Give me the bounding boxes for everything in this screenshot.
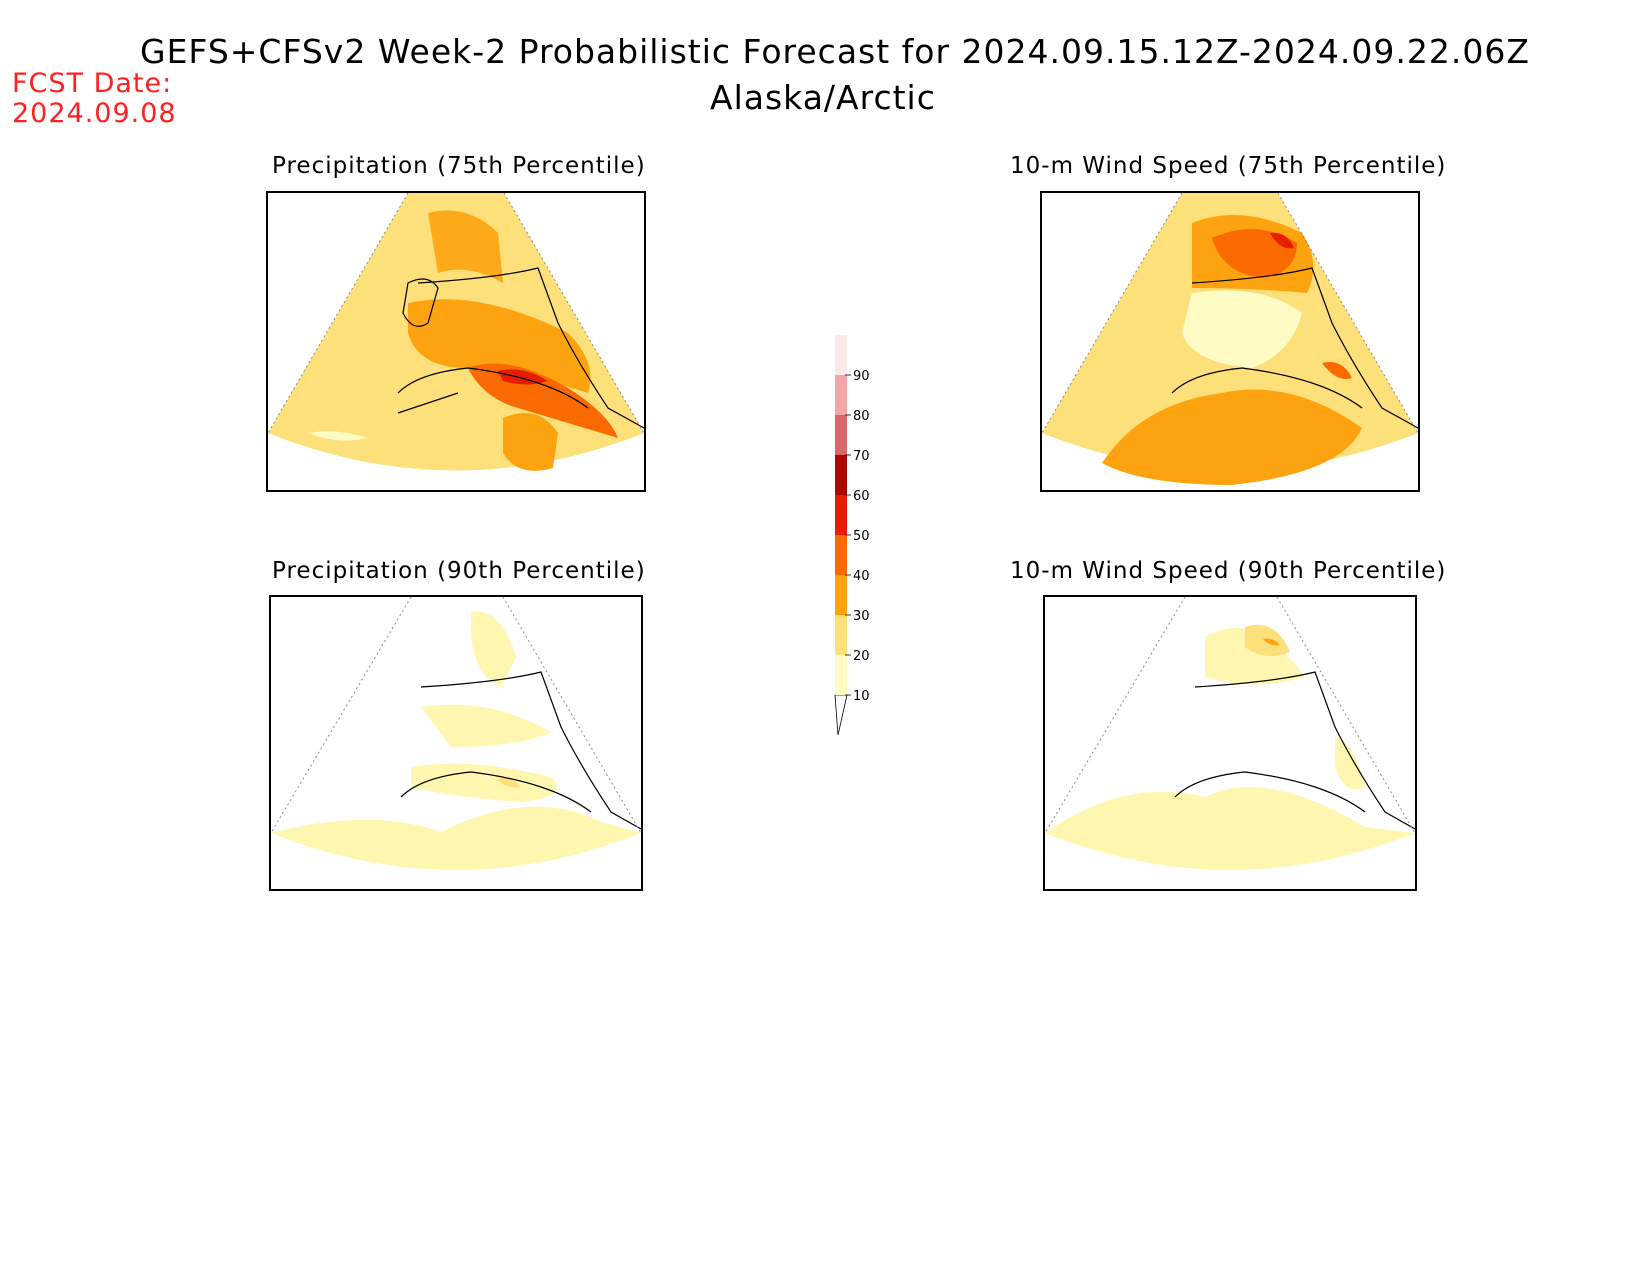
map-panel-precip90 (269, 595, 643, 891)
colorbar-swatch (835, 495, 847, 535)
prob-contour-50-60 (1270, 232, 1294, 249)
coastline (1171, 367, 1363, 409)
prob-contour-30-40 (1263, 638, 1280, 646)
colorbar-tick-label: 70 (853, 449, 870, 464)
fcst-date-label: FCST Date: (12, 68, 173, 99)
prob-contour-10-20 (1045, 787, 1415, 870)
prob-contour-30-40 (1102, 389, 1362, 485)
colorbar: 10 20 30 40 50 60 70 80 90 (834, 335, 870, 736)
prob-contour-30-40 (408, 299, 591, 393)
colorbar-tick-label: 10 (853, 689, 870, 704)
colorbar-tick-label: 20 (853, 649, 870, 664)
prob-contour-10-20 (1335, 737, 1365, 790)
prob-contour-40-50 (1212, 229, 1297, 278)
coastline (400, 771, 592, 813)
panel-title-wind75: 10-m Wind Speed (75th Percentile) (1010, 153, 1447, 179)
prob-contour-10-20 (421, 704, 551, 747)
map-panel-wind90 (1043, 595, 1417, 891)
graticule (502, 597, 641, 834)
prob-contour-10-20 (1182, 290, 1302, 368)
prob-contour-40-50 (1322, 362, 1352, 379)
map-wind90 (1045, 597, 1415, 870)
coastline (397, 392, 459, 414)
prob-contour-10-20 (1205, 628, 1305, 685)
colorbar-swatch (835, 415, 847, 455)
graticule (503, 193, 644, 434)
panel-title-wind90: 10-m Wind Speed (90th Percentile) (1010, 558, 1447, 584)
graticule (1276, 597, 1415, 834)
colorbar-tick-label: 40 (853, 569, 870, 584)
colorbar-tick-label: 80 (853, 409, 870, 424)
colorbar-swatch (835, 375, 847, 415)
colorbar-tail-low (834, 694, 848, 736)
prob-contour-20-30 (496, 778, 521, 788)
prob-contour-10-20 (308, 431, 368, 441)
prob-contour-10-20 (271, 806, 641, 870)
panel-title-precip75: Precipitation (75th Percentile) (272, 153, 646, 179)
prob-contour-10-20 (411, 763, 557, 802)
graticule (1042, 193, 1183, 434)
map-panel-precip75 (266, 191, 646, 492)
graticule (271, 597, 412, 834)
map-wind75 (1042, 193, 1418, 485)
coastline (402, 278, 439, 327)
prob-contour-50-60 (498, 369, 548, 385)
coastline (1191, 267, 1418, 429)
coastline (420, 671, 641, 830)
colorbar-swatch (835, 335, 847, 375)
graticule (1045, 597, 1186, 834)
colorbar-swatch (835, 535, 847, 575)
colorbar-tick-label: 60 (853, 489, 870, 504)
colorbar-swatch (835, 575, 847, 615)
colorbar-swatch (835, 455, 847, 495)
graticule (268, 193, 409, 434)
colorbar-swatch (835, 655, 847, 695)
page-title: GEFS+CFSv2 Week-2 Probabilistic Forecast… (140, 32, 1530, 71)
colorbar-tick-label: 30 (853, 609, 870, 624)
coastline (417, 267, 644, 429)
coastline (1174, 771, 1366, 813)
coastline (397, 367, 589, 409)
map-panel-wind75 (1040, 191, 1420, 492)
colorbar-swatch (835, 615, 847, 655)
colorbar-tick-label: 90 (853, 369, 870, 384)
graticule (1277, 193, 1418, 434)
prob-contour-10-20 (471, 611, 516, 687)
map-precip75 (268, 193, 644, 471)
coastline (1194, 671, 1415, 830)
prob-contour-30-40 (503, 413, 558, 471)
prob-contour-40-50 (468, 363, 618, 438)
region-subtitle: Alaska/Arctic (710, 78, 936, 117)
prob-contour-30-40 (428, 210, 503, 283)
fcst-date-value: 2024.09.08 (12, 98, 177, 129)
panel-title-precip90: Precipitation (90th Percentile) (272, 558, 646, 584)
map-precip90 (271, 597, 641, 870)
colorbar-tick-label: 50 (853, 529, 870, 544)
